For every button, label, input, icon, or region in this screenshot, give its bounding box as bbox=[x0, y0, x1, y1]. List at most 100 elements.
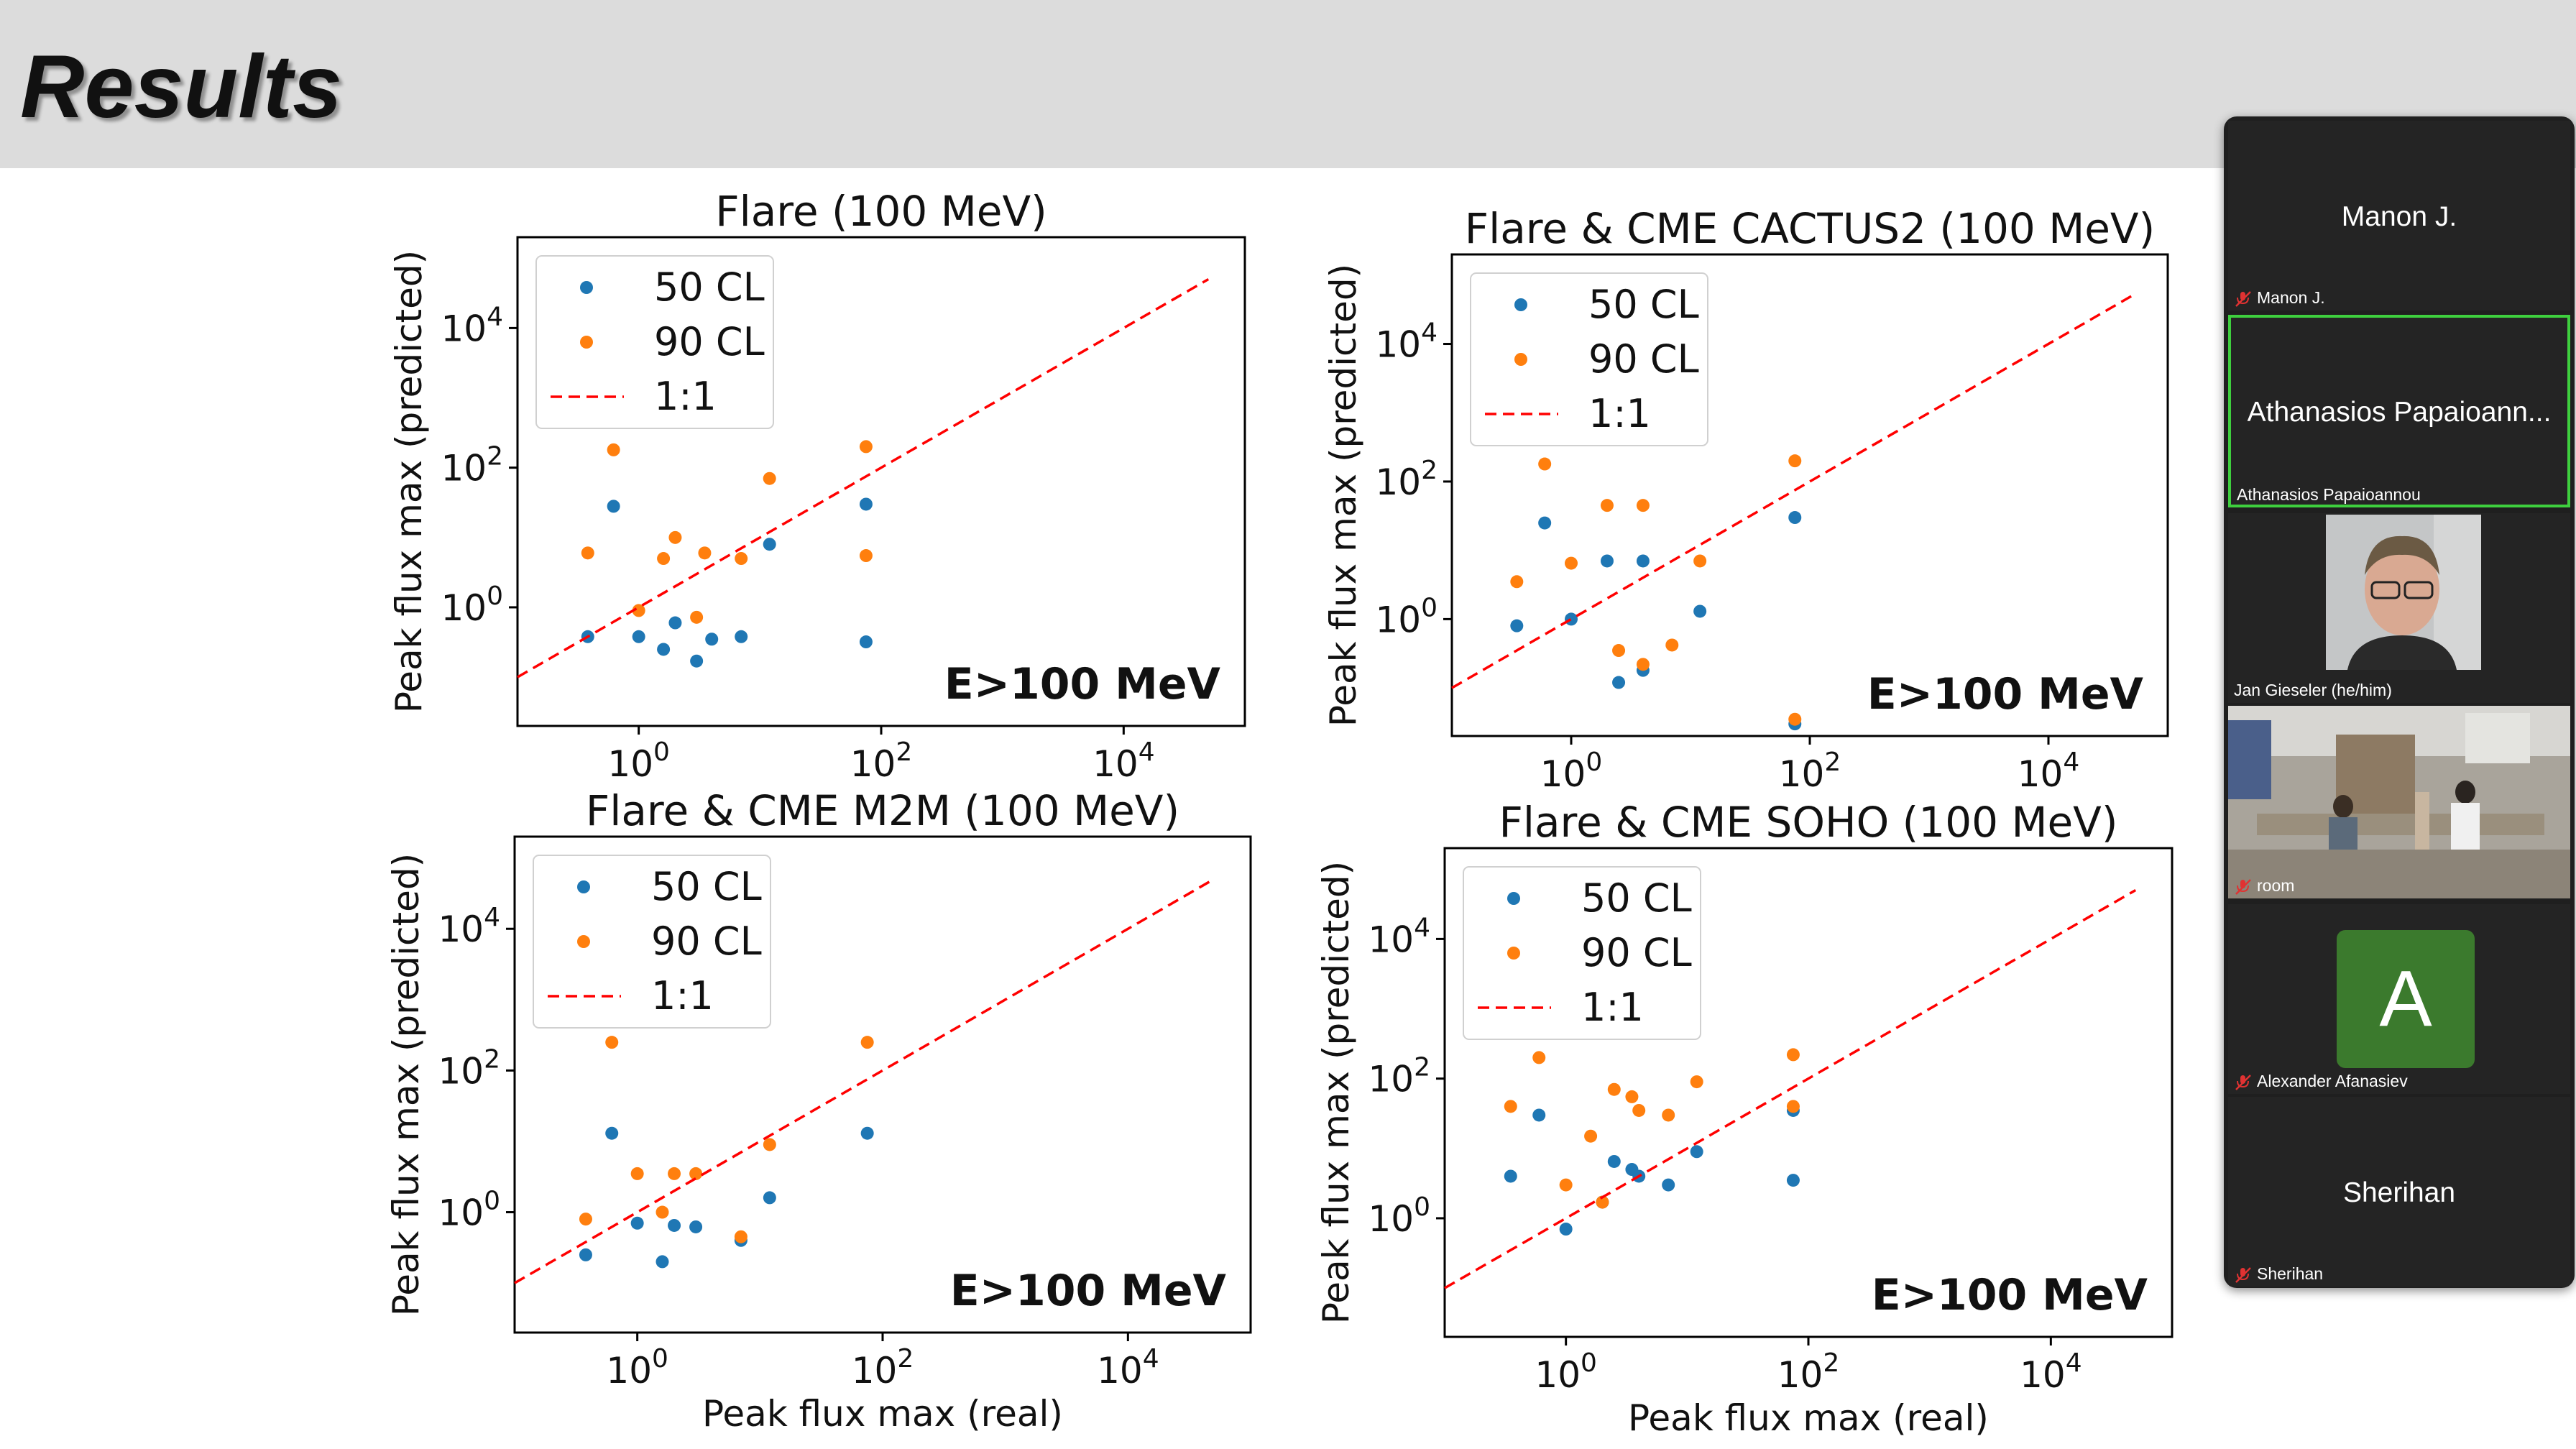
results-figure: Flare (100 MeV) Peak flux max (predicted)… bbox=[385, 187, 2174, 1439]
x-tick-label: 102 bbox=[850, 737, 913, 785]
point-90cl bbox=[1786, 1048, 1800, 1062]
energy-annotation: E>100 MeV bbox=[1867, 669, 2144, 719]
participant-tile-room[interactable]: room bbox=[2228, 706, 2570, 898]
point-50cl bbox=[763, 1191, 776, 1205]
point-50cl bbox=[735, 630, 748, 643]
y-tick-label: 104 bbox=[1375, 318, 1438, 366]
point-90cl bbox=[763, 1138, 776, 1151]
point-50cl bbox=[1693, 604, 1707, 618]
point-50cl bbox=[1662, 1178, 1675, 1192]
legend-box bbox=[535, 255, 774, 429]
chart-3: Flare & CME M2M (100 MeV) Peak flux max (… bbox=[385, 786, 1252, 1435]
point-90cl bbox=[1584, 1129, 1598, 1143]
chart-title: Flare & CME CACTUS2 (100 MeV) bbox=[1465, 204, 2155, 253]
y-axis-label: Peak flux max (predicted) bbox=[1315, 861, 1357, 1324]
point-50cl bbox=[689, 1220, 703, 1233]
y-tick-label: 104 bbox=[1368, 913, 1430, 960]
point-50cl bbox=[1636, 554, 1650, 568]
x-tick-label: 100 bbox=[1540, 748, 1603, 795]
participant-caption: Manon J. bbox=[2234, 288, 2325, 308]
point-90cl bbox=[1600, 499, 1614, 512]
participants-panel[interactable]: Manon J. Manon J. Athanasios Papaioann..… bbox=[2224, 116, 2575, 1288]
one-to-one-line bbox=[1451, 295, 2133, 689]
point-90cl bbox=[630, 1167, 644, 1180]
y-axis-label: Peak flux max (predicted) bbox=[1322, 264, 1364, 727]
participant-caption-text: Jan Gieseler (he/him) bbox=[2234, 681, 2392, 699]
participant-name: Sherihan bbox=[2342, 1177, 2456, 1208]
point-90cl bbox=[1636, 658, 1650, 671]
legend-label: 50 CL bbox=[654, 264, 765, 310]
x-tick-label: 100 bbox=[607, 737, 670, 785]
mic-muted-icon bbox=[2235, 879, 2251, 895]
legend-marker-dot bbox=[1514, 298, 1527, 311]
legend-marker-dot bbox=[1507, 892, 1520, 905]
point-50cl bbox=[1600, 554, 1614, 568]
participant-name: Manon J. bbox=[2341, 201, 2457, 232]
y-tick-label: 100 bbox=[438, 1187, 500, 1234]
point-90cl bbox=[1636, 499, 1650, 512]
point-90cl bbox=[1538, 457, 1552, 471]
point-90cl bbox=[1690, 1075, 1703, 1089]
point-90cl bbox=[1559, 1178, 1573, 1192]
legend-box bbox=[1463, 866, 1701, 1040]
participant-caption: Jan Gieseler (he/him) bbox=[2234, 681, 2392, 700]
point-90cl bbox=[860, 1036, 874, 1049]
point-50cl bbox=[1504, 1169, 1517, 1183]
point-90cl bbox=[1596, 1195, 1609, 1209]
participant-tile-jan[interactable]: Jan Gieseler (he/him) bbox=[2228, 513, 2570, 703]
legend: 50 CL 90 CL 1:1 bbox=[1470, 272, 1708, 446]
legend-label: 1:1 bbox=[651, 973, 714, 1018]
y-tick-label: 102 bbox=[1368, 1053, 1430, 1100]
point-50cl bbox=[705, 632, 719, 646]
point-90cl bbox=[690, 610, 704, 624]
x-tick-label: 102 bbox=[1779, 748, 1841, 795]
legend-marker-dot bbox=[577, 880, 590, 893]
point-90cl bbox=[1786, 1100, 1800, 1113]
mic-muted-icon bbox=[2235, 291, 2251, 307]
participant-tile-sherihan[interactable]: Sherihan Sherihan bbox=[2228, 1097, 2570, 1287]
point-90cl bbox=[698, 546, 712, 560]
avatar: A bbox=[2337, 930, 2475, 1068]
legend-label: 50 CL bbox=[651, 864, 762, 909]
one-to-one-line bbox=[517, 277, 1210, 678]
point-90cl bbox=[1665, 638, 1679, 652]
y-tick-label: 100 bbox=[1368, 1192, 1430, 1240]
point-90cl bbox=[735, 552, 748, 566]
participant-video bbox=[2228, 706, 2570, 898]
mic-muted-icon bbox=[2235, 1267, 2251, 1283]
legend: 50 CL 90 CL 1:1 bbox=[1463, 866, 1701, 1040]
x-axis-label: Peak flux max (real) bbox=[702, 1393, 1063, 1435]
participant-tile-manon[interactable]: Manon J. Manon J. bbox=[2228, 121, 2570, 310]
point-50cl bbox=[605, 1126, 619, 1140]
legend-box bbox=[533, 855, 771, 1029]
participant-tile-athanasios[interactable]: Athanasios Papaioann... Athanasios Papai… bbox=[2228, 315, 2570, 507]
y-tick-label: 102 bbox=[1375, 456, 1438, 503]
y-tick-label: 102 bbox=[441, 442, 503, 489]
legend-marker-dot bbox=[577, 935, 590, 948]
point-90cl bbox=[657, 552, 671, 566]
legend-label: 90 CL bbox=[654, 319, 765, 364]
chart-title: Flare & CME SOHO (100 MeV) bbox=[1499, 798, 2118, 847]
participant-caption-text: Alexander Afanasiev bbox=[2257, 1072, 2408, 1090]
legend-label: 50 CL bbox=[1588, 282, 1699, 327]
y-axis-label: Peak flux max (predicted) bbox=[385, 853, 427, 1316]
y-axis-label: Peak flux max (predicted) bbox=[388, 250, 430, 713]
point-50cl bbox=[690, 654, 704, 668]
x-tick-label: 104 bbox=[2020, 1348, 2082, 1396]
y-tick-label: 104 bbox=[441, 302, 503, 349]
point-50cl bbox=[579, 1248, 592, 1261]
point-50cl bbox=[763, 538, 776, 551]
point-90cl bbox=[1693, 554, 1707, 568]
point-50cl bbox=[1538, 516, 1552, 530]
slide-content: Flare (100 MeV) Peak flux max (predicted)… bbox=[0, 168, 2576, 1449]
point-50cl bbox=[668, 1218, 681, 1232]
participant-video bbox=[2326, 515, 2481, 670]
point-90cl bbox=[1625, 1090, 1639, 1103]
participant-caption-text: room bbox=[2257, 876, 2295, 895]
room-video-icon bbox=[2228, 706, 2570, 898]
chart-1: Flare (100 MeV) Peak flux max (predicted)… bbox=[388, 187, 1246, 785]
x-tick-label: 102 bbox=[852, 1344, 914, 1392]
participant-caption-text: Sherihan bbox=[2257, 1264, 2324, 1283]
mic-muted-icon bbox=[2235, 1075, 2251, 1090]
participant-tile-alexander[interactable]: A Alexander Afanasiev bbox=[2228, 904, 2570, 1094]
